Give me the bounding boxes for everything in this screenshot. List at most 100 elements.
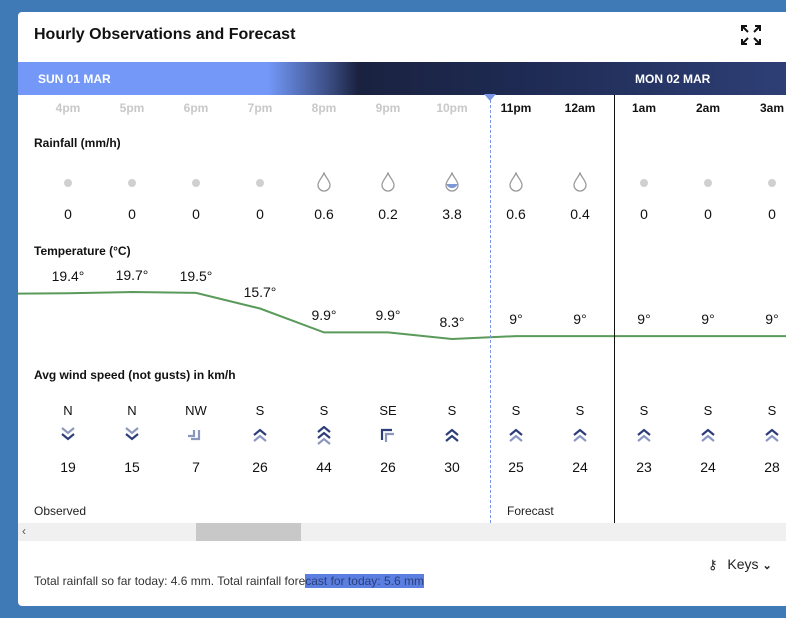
- temperature-label: 15.7°: [243, 283, 277, 300]
- raindrop-icon: [317, 172, 331, 192]
- raindrop-icon: [381, 172, 395, 192]
- hourly-panel: Hourly Observations and Forecast SUN 01 …: [18, 12, 786, 606]
- wind-speed: 24: [572, 459, 588, 475]
- hour-label: 1am: [631, 101, 657, 115]
- forecast-label: Forecast: [507, 504, 554, 518]
- no-rain-dot-icon: [192, 179, 200, 187]
- wind-heading: Avg wind speed (not gusts) in km/h: [34, 368, 236, 382]
- no-rain-dot-icon: [704, 179, 712, 187]
- wind-direction: S: [639, 403, 649, 418]
- hour-label: 9pm: [375, 101, 401, 115]
- hour-label: 12am: [564, 101, 596, 115]
- raindrop-icon: [445, 172, 459, 192]
- horizontal-scrollbar[interactable]: ‹: [18, 523, 786, 541]
- wind-arrow-icon: [253, 428, 267, 442]
- wind-direction: N: [127, 403, 137, 418]
- temperature-label: 9°: [765, 311, 779, 328]
- wind-arrow-icon: [125, 427, 139, 441]
- wind-arrow-icon: [701, 428, 715, 442]
- rainfall-value: 0.4: [570, 206, 590, 222]
- wind-direction: S: [255, 403, 265, 418]
- observed-label: Observed: [34, 504, 87, 518]
- wind-arrow-icon: [380, 428, 394, 442]
- rainfall-value: 0: [128, 206, 136, 222]
- rainfall-value: 0: [640, 206, 648, 222]
- no-rain-dot-icon: [768, 179, 776, 187]
- temperature-label: 9.9°: [311, 307, 337, 324]
- temperature-label: 8.3°: [439, 314, 465, 330]
- wind-arrow-icon: [509, 428, 523, 442]
- temperature-label: 9.9°: [375, 307, 401, 324]
- rainfall-value: 0.6: [506, 206, 526, 222]
- wind-speed: 26: [380, 459, 396, 475]
- raindrop-icon: [509, 172, 523, 192]
- keys-label: Keys: [727, 556, 759, 572]
- wind-direction: S: [767, 403, 777, 418]
- raindrop-icon: [573, 172, 587, 192]
- rainfall-value: 0: [192, 206, 200, 222]
- rainfall-value: 0: [704, 206, 712, 222]
- chevron-down-icon: ⌄: [762, 560, 772, 572]
- wind-speed: 26: [252, 459, 268, 475]
- scrollbar-thumb[interactable]: [196, 523, 301, 541]
- rainfall-summary: Total rainfall so far today: 4.6 mm. Tot…: [34, 574, 424, 588]
- hour-label: 4pm: [55, 101, 81, 115]
- no-rain-dot-icon: [640, 179, 648, 187]
- wind-speed: 30: [444, 459, 460, 475]
- hour-label: 8pm: [311, 101, 337, 115]
- rainfall-value: 0: [768, 206, 776, 222]
- hour-label: 6pm: [183, 101, 209, 115]
- wind-arrow-icon: [573, 428, 587, 442]
- wind-speed: 15: [124, 459, 140, 475]
- wind-arrow-icon: [317, 426, 331, 445]
- no-rain-dot-icon: [128, 179, 136, 187]
- key-icon: ⚷: [708, 557, 718, 572]
- day-label: SUN 01 MAR: [38, 72, 111, 86]
- wind-direction: SE: [379, 403, 397, 418]
- day-divider: [614, 95, 615, 523]
- temperature-label: 19.7°: [115, 267, 149, 284]
- wind-direction: S: [511, 403, 521, 418]
- temperature-label: 9°: [701, 311, 715, 328]
- wind-speed: 23: [636, 459, 652, 475]
- wind-speed: 24: [700, 459, 716, 475]
- wind-speed: 28: [764, 459, 780, 475]
- rainfall-heading: Rainfall (mm/h): [34, 136, 121, 150]
- temperature-line: [18, 291, 786, 341]
- hour-label: 5pm: [119, 101, 145, 115]
- wind-arrow-icon: [61, 427, 75, 441]
- rainfall-value: 0.2: [378, 206, 398, 222]
- wind-arrow-icon: [188, 430, 201, 441]
- wind-direction: S: [319, 403, 329, 418]
- rainfall-value: 0: [64, 206, 72, 222]
- temperature-label: 9°: [637, 311, 651, 328]
- day-label: MON 02 MAR: [635, 72, 711, 86]
- wind-speed: 44: [316, 459, 332, 475]
- hour-label: 2am: [695, 101, 721, 115]
- day-band: SUN 01 MAR MON 02 MAR: [18, 62, 786, 95]
- temperature-label: 9°: [573, 311, 587, 328]
- wind-arrow-icon: [765, 428, 779, 442]
- wind-direction: S: [447, 403, 457, 418]
- hour-label: 10pm: [436, 101, 468, 115]
- wind-direction: NW: [185, 403, 207, 418]
- summary-text: Total rainfall so far today: 4.6 mm. Tot…: [34, 574, 306, 588]
- wind-direction: N: [63, 403, 73, 418]
- panel-title: Hourly Observations and Forecast: [34, 26, 296, 43]
- temperature-line-chart: [18, 291, 786, 341]
- wind-speed: 7: [192, 459, 200, 475]
- hour-label: 3am: [759, 101, 785, 115]
- wind-arrow-icon: [445, 428, 459, 442]
- fullscreen-icon[interactable]: [740, 24, 762, 46]
- temperature-heading: Temperature (°C): [34, 244, 131, 258]
- scroll-left-icon[interactable]: ‹: [22, 524, 26, 538]
- rainfall-value: 0.6: [314, 206, 334, 222]
- wind-direction: S: [575, 403, 585, 418]
- wind-speed: 25: [508, 459, 524, 475]
- rainfall-value: 3.8: [442, 206, 462, 222]
- hour-label: 11pm: [500, 101, 532, 115]
- wind-speed: 19: [60, 459, 76, 475]
- temperature-label: 19.4°: [51, 268, 85, 285]
- temperature-label: 19.5°: [179, 267, 213, 284]
- keys-button[interactable]: ⚷ Keys ⌄: [708, 556, 772, 573]
